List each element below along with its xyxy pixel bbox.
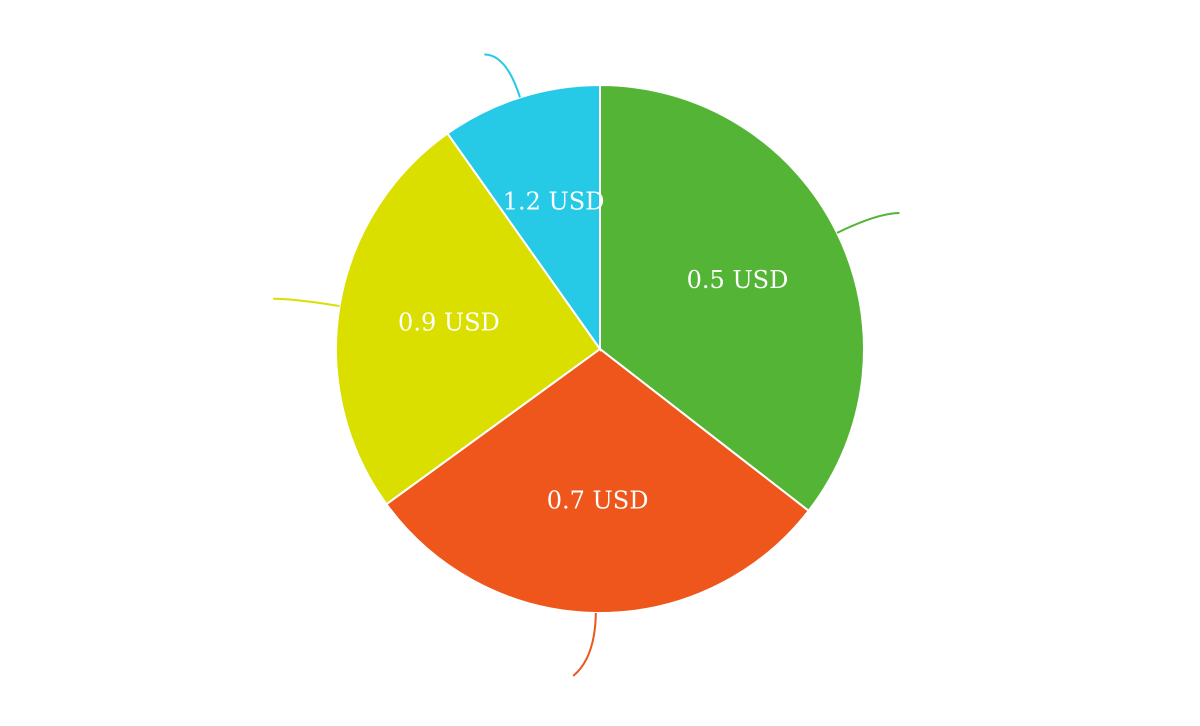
leader-line-2 [273,297,340,308]
leader-line-3 [484,53,521,98]
pie-slice-2 [335,132,602,506]
pie-slice-0 [599,83,865,513]
leader-line-1 [572,612,597,677]
pie-slice-3 [446,83,601,353]
slice-label-3: 1.2 USD [503,188,605,216]
slice-labels: 0.5 USD 0.7 USD 0.9 USD 1.2 USD [398,188,788,515]
leader-lines [273,53,900,677]
pie-slices [335,83,865,614]
slice-label-0: 0.5 USD [687,266,789,294]
pie-slice-1 [385,347,811,614]
slice-label-1: 0.7 USD [547,487,649,515]
leader-line-0 [836,212,900,234]
slice-label-2: 0.9 USD [398,309,500,337]
